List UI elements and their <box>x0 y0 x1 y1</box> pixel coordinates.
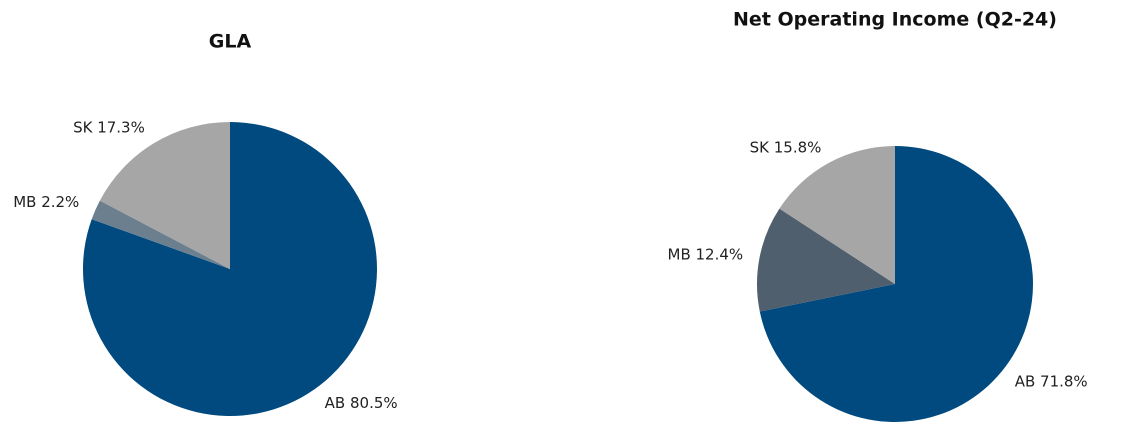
pie-slice <box>91 200 231 269</box>
pie-slice <box>759 146 1033 422</box>
data-label: AB 71.8% <box>1015 372 1088 390</box>
data-label: MB 2.2% <box>13 193 79 211</box>
pie-slice <box>99 122 230 269</box>
data-label: SK 17.3% <box>73 119 145 137</box>
data-label: AB 80.5% <box>325 394 398 412</box>
data-label: MB 12.4% <box>668 246 744 264</box>
data-label: SK 15.8% <box>750 139 822 157</box>
chart-title: Net Operating Income (Q2-24) <box>733 9 1057 31</box>
pie-slice <box>757 208 895 312</box>
pie-slice <box>779 146 895 284</box>
chart-title: GLA <box>209 31 252 53</box>
